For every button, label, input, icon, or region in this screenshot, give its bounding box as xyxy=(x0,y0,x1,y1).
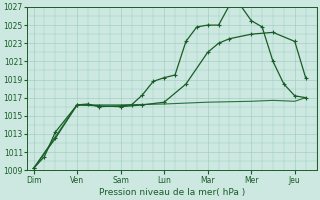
X-axis label: Pression niveau de la mer( hPa ): Pression niveau de la mer( hPa ) xyxy=(99,188,245,197)
